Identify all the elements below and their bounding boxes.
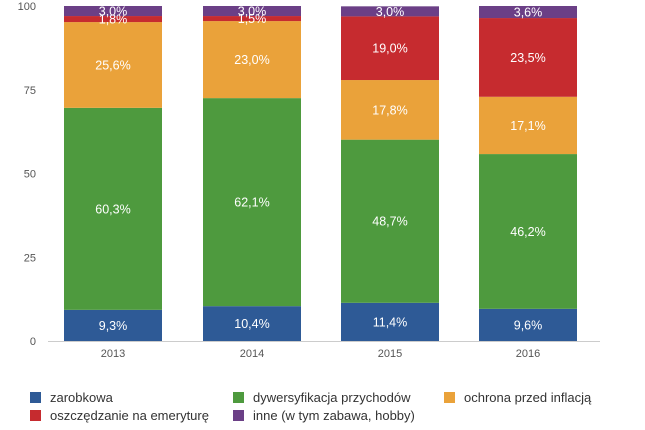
legend-item-oszczedzanie: oszczędzanie na emeryturę [30,408,209,423]
bar-segment [479,154,577,309]
legend-label-oszczedzanie: oszczędzanie na emeryturę [50,408,209,423]
legend-label-inne: inne (w tym zabawa, hobby) [253,408,415,423]
bar-segment [341,139,439,303]
y-tick-label: 25 [24,252,36,264]
data-label: 19,0% [372,42,407,56]
data-label: 17,8% [372,103,407,117]
data-label: 23,0% [234,53,269,67]
bar-segment [479,18,577,97]
data-label: 3,6% [514,6,543,20]
legend-item-dywersyfikacja: dywersyfikacja przychodów [233,390,411,405]
bars-layer [64,6,577,341]
bar-segment [479,6,577,19]
axes-layer: 2013 2014 2015 2016 0 25 50 75 100 [18,1,600,360]
bar-segment [479,96,577,155]
bar-segment [64,107,162,310]
data-label: 60,3% [95,202,130,216]
data-label: 1,8% [99,13,128,27]
bar-segment [203,16,301,22]
stacked-bar-chart: 9,3%60,3%25,6%1,8%3,0%10,4%62,1%23,0%1,5… [18,1,600,360]
x-tick-label: 2013 [101,348,125,360]
data-label: 17,1% [510,119,545,133]
data-label: 9,6% [514,318,543,332]
legend-label-zarobkowa: zarobkowa [50,390,113,405]
legend-swatch-dywersyfikacja [233,392,244,403]
data-label: 1,5% [238,12,267,26]
bar-segment [341,80,439,140]
data-label: 10,4% [234,317,269,331]
bar-segment [203,98,301,307]
data-label: 62,1% [234,196,269,210]
legend-item-zarobkowa: zarobkowa [30,390,113,405]
data-labels-layer: 9,3%60,3%25,6%1,8%3,0%10,4%62,1%23,0%1,5… [95,5,545,333]
data-label: 3,0% [99,5,128,19]
legend: zarobkowa dywersyfikacja przychodów ochr… [30,390,640,426]
data-label: 25,6% [95,58,130,72]
data-label: 11,4% [373,315,408,329]
legend-swatch-zarobkowa [30,392,41,403]
bar-segment [341,16,439,81]
bar-segment [64,16,162,23]
bar-segment [479,308,577,341]
bar-segment [64,309,162,341]
bar-segment [341,302,439,341]
y-tick-label: 100 [18,1,36,13]
bar-segment [203,306,301,341]
bar-segment [203,6,301,17]
y-tick-label: 75 [24,85,36,97]
legend-swatch-ochrona [444,392,455,403]
legend-item-inne: inne (w tym zabawa, hobby) [233,408,415,423]
bar-segment [341,6,439,17]
data-label: 3,0% [376,5,405,19]
legend-label-ochrona: ochrona przed inflacją [464,390,592,405]
bar-segment [64,6,162,17]
legend-swatch-oszczedzanie [30,410,41,421]
x-tick-label: 2015 [378,348,402,360]
data-label: 9,3% [99,319,128,333]
data-label: 46,2% [510,225,545,239]
x-tick-label: 2016 [516,348,540,360]
legend-label-dywersyfikacja: dywersyfikacja przychodów [253,390,411,405]
y-tick-label: 0 [30,336,36,348]
y-tick-label: 50 [24,169,36,181]
bar-segment [203,21,301,99]
x-tick-label: 2014 [240,348,264,360]
data-label: 3,0% [238,5,267,19]
legend-swatch-inne [233,410,244,421]
legend-item-ochrona: ochrona przed inflacją [444,390,591,405]
bar-segment [64,22,162,108]
data-label: 48,7% [372,215,407,229]
data-label: 23,5% [510,51,545,65]
